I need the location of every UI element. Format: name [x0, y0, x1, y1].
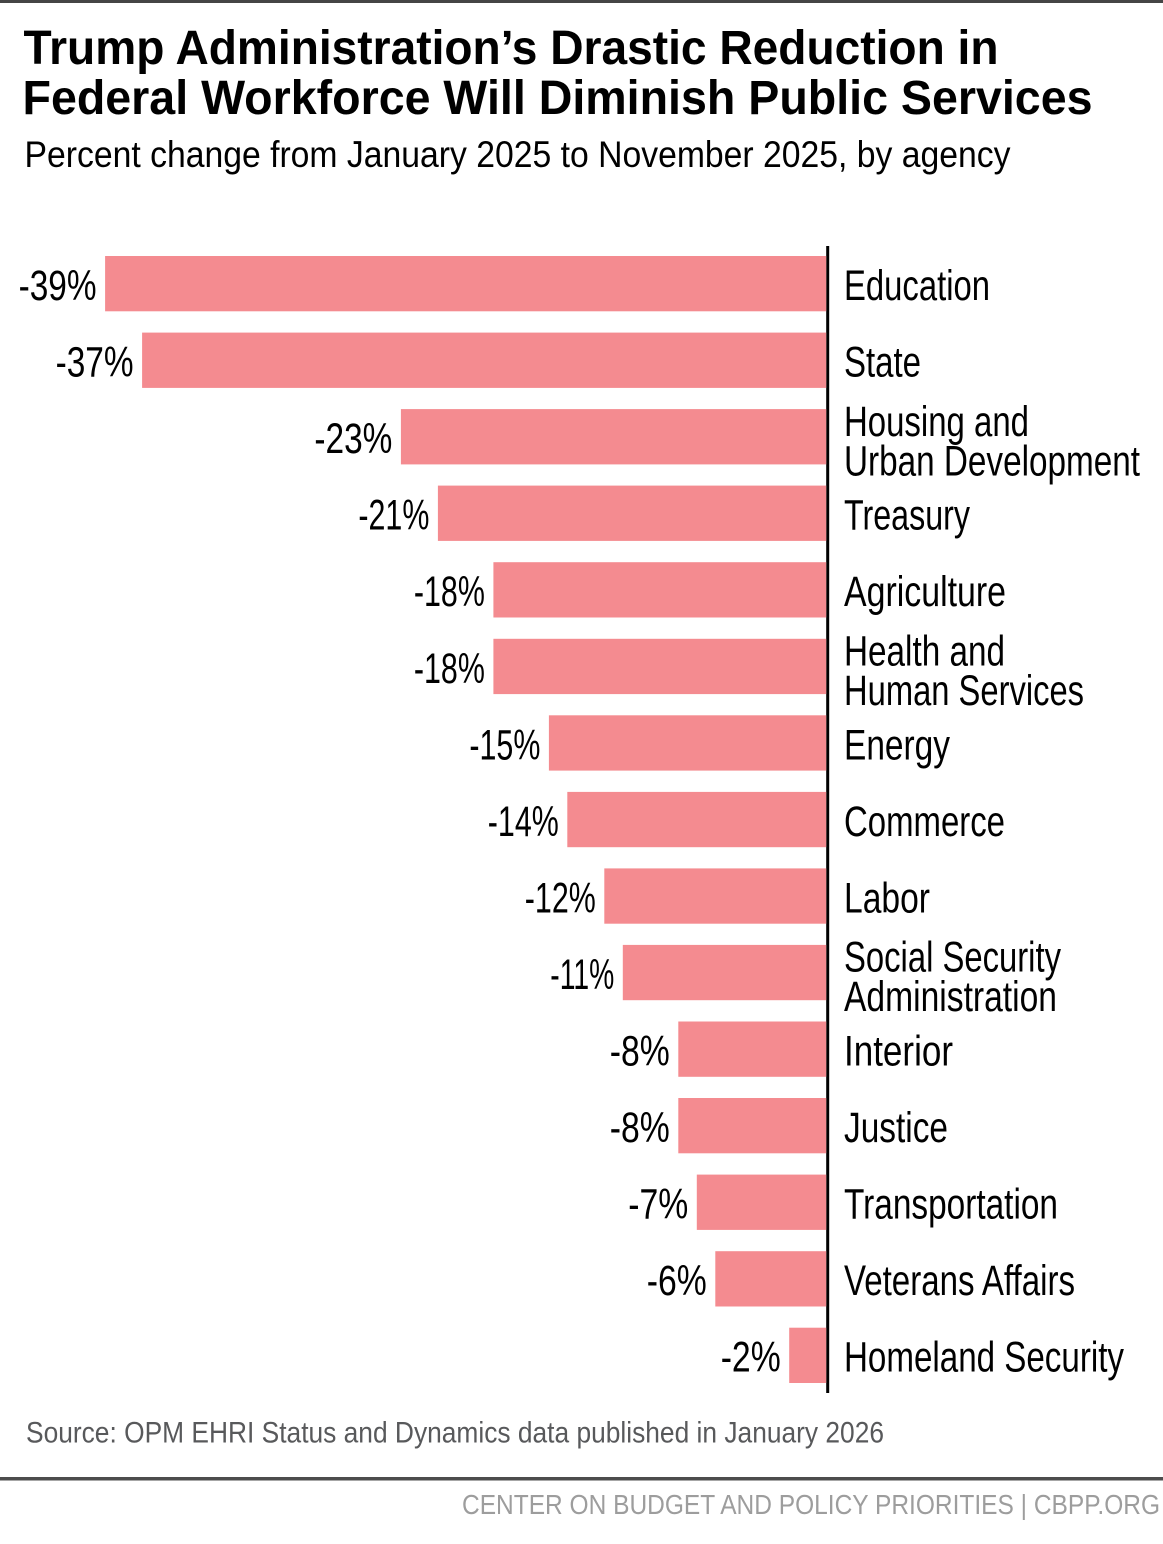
svg-text:-21%: -21% — [358, 492, 429, 540]
svg-text:-12%: -12% — [525, 874, 596, 922]
svg-text:Federal Workforce Will Diminis: Federal Workforce Will Diminish Public S… — [23, 72, 1093, 125]
svg-text:Human Services: Human Services — [844, 667, 1084, 715]
svg-text:-18%: -18% — [414, 645, 485, 693]
svg-text:-37%: -37% — [56, 339, 134, 387]
svg-text:Health and: Health and — [844, 628, 1005, 676]
svg-text:CENTER ON BUDGET AND POLICY PR: CENTER ON BUDGET AND POLICY PRIORITIES |… — [462, 1489, 1160, 1520]
svg-text:Transportation: Transportation — [844, 1181, 1058, 1229]
svg-text:-14%: -14% — [488, 798, 559, 846]
svg-text:Energy: Energy — [844, 721, 950, 769]
svg-text:Administration: Administration — [844, 973, 1057, 1021]
svg-text:Interior: Interior — [844, 1028, 953, 1076]
svg-text:Labor: Labor — [844, 874, 930, 922]
svg-text:-39%: -39% — [19, 262, 97, 310]
svg-text:Veterans Affairs: Veterans Affairs — [844, 1257, 1075, 1305]
svg-text:State: State — [844, 339, 921, 387]
svg-text:-18%: -18% — [414, 568, 485, 616]
svg-text:Education: Education — [844, 262, 990, 310]
svg-text:-2%: -2% — [721, 1334, 781, 1382]
svg-text:Urban Development: Urban Development — [844, 437, 1140, 485]
svg-text:Percent change from January 20: Percent change from January 2025 to Nove… — [25, 134, 1011, 175]
svg-text:Treasury: Treasury — [844, 492, 970, 540]
svg-text:Social Security: Social Security — [844, 934, 1061, 982]
svg-text:-8%: -8% — [610, 1028, 670, 1076]
svg-text:Agriculture: Agriculture — [844, 568, 1006, 616]
svg-text:-15%: -15% — [469, 721, 540, 769]
svg-text:Source: OPM EHRI Status and Dy: Source: OPM EHRI Status and Dynamics dat… — [26, 1417, 884, 1450]
svg-text:Justice: Justice — [844, 1104, 948, 1152]
svg-text:-23%: -23% — [314, 415, 392, 463]
svg-text:Trump Administration’s Drastic: Trump Administration’s Drastic Reduction… — [24, 22, 999, 75]
svg-text:Commerce: Commerce — [844, 798, 1005, 846]
svg-text:-8%: -8% — [610, 1104, 670, 1152]
svg-text:-7%: -7% — [628, 1181, 688, 1229]
svg-text:-6%: -6% — [647, 1257, 707, 1305]
svg-text:Homeland Security: Homeland Security — [844, 1334, 1124, 1382]
svg-text:Housing and: Housing and — [844, 398, 1029, 446]
svg-text:-11%: -11% — [550, 951, 614, 999]
